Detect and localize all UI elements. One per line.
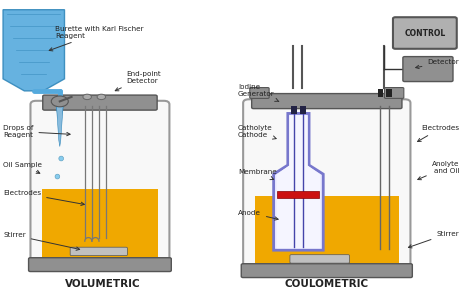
- Text: Anode: Anode: [238, 210, 278, 220]
- FancyBboxPatch shape: [290, 255, 349, 263]
- Polygon shape: [42, 188, 157, 259]
- Text: VOLUMETRIC: VOLUMETRIC: [64, 279, 140, 289]
- Text: COULOMETRIC: COULOMETRIC: [285, 279, 369, 289]
- FancyBboxPatch shape: [43, 95, 157, 110]
- Text: Electrodes: Electrodes: [418, 125, 459, 142]
- Polygon shape: [56, 107, 63, 131]
- FancyBboxPatch shape: [393, 17, 457, 49]
- FancyBboxPatch shape: [384, 88, 404, 98]
- Polygon shape: [273, 114, 323, 250]
- Circle shape: [83, 94, 91, 100]
- Polygon shape: [276, 115, 320, 249]
- Text: Catholyte
Cathode: Catholyte Cathode: [238, 125, 276, 139]
- FancyBboxPatch shape: [250, 88, 269, 98]
- Text: Drops of
Reagent: Drops of Reagent: [3, 125, 70, 138]
- Bar: [378, 89, 383, 97]
- Bar: [291, 106, 297, 114]
- Bar: [277, 191, 319, 198]
- Text: Anolyte
and Oil: Anolyte and Oil: [418, 161, 459, 180]
- Polygon shape: [56, 106, 63, 146]
- FancyBboxPatch shape: [252, 94, 402, 109]
- Text: End-point
Detector: End-point Detector: [115, 71, 161, 91]
- Polygon shape: [255, 196, 399, 265]
- Text: Iodine
Generator: Iodine Generator: [238, 84, 279, 101]
- Text: Stirrer: Stirrer: [3, 232, 80, 250]
- FancyBboxPatch shape: [241, 264, 412, 278]
- Circle shape: [51, 96, 68, 107]
- Ellipse shape: [59, 156, 64, 161]
- FancyBboxPatch shape: [243, 99, 410, 270]
- Polygon shape: [3, 10, 64, 91]
- Text: CONTROL: CONTROL: [404, 28, 446, 37]
- FancyBboxPatch shape: [403, 56, 453, 82]
- Text: Detector: Detector: [416, 59, 459, 69]
- Text: Burette with Karl Fischer
Reagent: Burette with Karl Fischer Reagent: [49, 26, 144, 51]
- Text: Membrane: Membrane: [238, 169, 277, 180]
- FancyBboxPatch shape: [28, 258, 171, 271]
- Text: Electrodes: Electrodes: [3, 190, 84, 205]
- Ellipse shape: [55, 174, 60, 179]
- Circle shape: [97, 94, 106, 100]
- Bar: [386, 89, 392, 97]
- Text: Oil Sample: Oil Sample: [3, 162, 42, 173]
- FancyBboxPatch shape: [30, 101, 169, 264]
- Bar: [301, 106, 306, 114]
- Text: Stirrer: Stirrer: [409, 231, 459, 248]
- FancyBboxPatch shape: [70, 247, 128, 255]
